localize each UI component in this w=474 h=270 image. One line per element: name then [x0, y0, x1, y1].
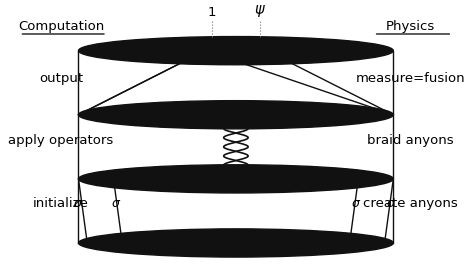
Text: Physics: Physics [386, 20, 436, 33]
Text: $\sigma$: $\sigma$ [110, 197, 121, 210]
Text: initialize: initialize [33, 197, 89, 210]
Ellipse shape [79, 101, 393, 129]
Text: $\sigma$: $\sigma$ [351, 197, 361, 210]
Text: $\sigma$: $\sigma$ [386, 197, 396, 210]
Ellipse shape [79, 36, 393, 65]
Text: output: output [39, 72, 83, 85]
Ellipse shape [79, 165, 393, 193]
Text: Computation: Computation [18, 20, 104, 33]
Text: create anyons: create anyons [364, 197, 458, 210]
Text: braid anyons: braid anyons [367, 134, 454, 147]
Text: $\sigma$: $\sigma$ [73, 197, 83, 210]
Ellipse shape [79, 229, 393, 257]
Text: $\psi$: $\psi$ [254, 3, 266, 19]
Text: measure=fusion: measure=fusion [356, 72, 465, 85]
Text: 1: 1 [208, 6, 216, 19]
Text: apply operators: apply operators [9, 134, 114, 147]
